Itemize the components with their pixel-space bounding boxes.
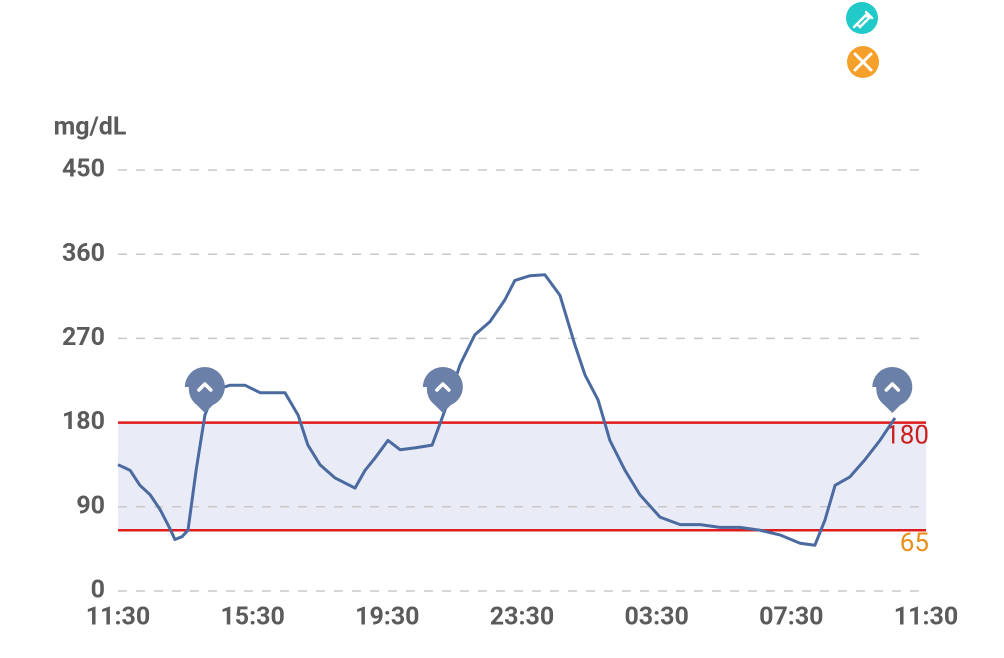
y-tick-label: 180: [62, 407, 105, 436]
event-chevron: [197, 382, 213, 392]
target-label: 180: [885, 420, 929, 450]
y-tick-label: 450: [62, 155, 105, 184]
event-pin: [184, 367, 225, 413]
y-tick-label: 90: [76, 491, 105, 520]
target-label: 65: [900, 528, 929, 558]
event-chevron: [435, 382, 451, 392]
x-tick-label: 23:30: [490, 603, 554, 632]
x-tick-label: 03:30: [624, 603, 688, 632]
y-tick-label: 0: [91, 576, 105, 605]
event-pin: [422, 367, 463, 413]
target-band: [118, 422, 926, 531]
y-axis-label: mg/dL: [54, 113, 127, 142]
y-tick-label: 360: [62, 239, 105, 268]
y-tick-label: 270: [62, 323, 105, 352]
x-tick-label: 11:30: [894, 603, 958, 632]
event-marker: [872, 367, 913, 413]
x-tick-label: 19:30: [355, 603, 419, 632]
x-tick-label: 15:30: [220, 603, 284, 632]
event-pin: [872, 367, 913, 413]
event-chevron: [884, 382, 901, 392]
x-tick-label: 11:30: [86, 603, 150, 632]
glucose-line: [117, 273, 897, 547]
meal-icon: [847, 46, 879, 78]
insulin-icon: [846, 2, 878, 34]
event-marker: [422, 367, 463, 413]
x-tick-label: 07:30: [759, 603, 823, 632]
event-marker: [184, 367, 225, 413]
